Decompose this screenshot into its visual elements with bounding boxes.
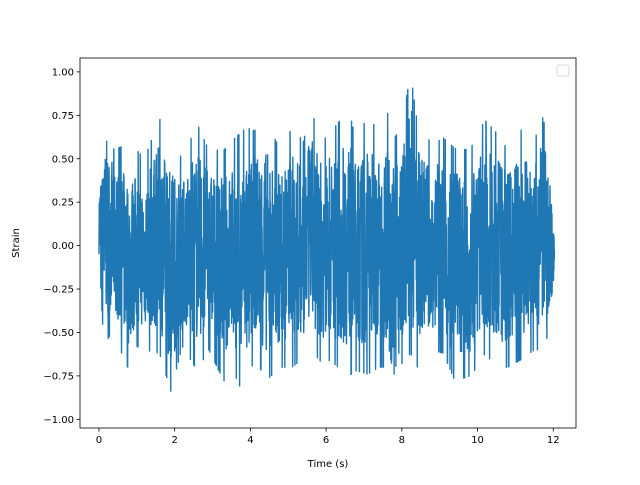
x-tick-label: 2 [171, 435, 177, 446]
x-axis: 0 2 4 6 8 10 12 [96, 428, 560, 446]
x-tick-label: 4 [247, 435, 253, 446]
x-tick-label: 10 [471, 435, 484, 446]
plot-layer [98, 87, 556, 392]
y-tick-label: 0.25 [52, 198, 74, 209]
legend-box [556, 64, 570, 77]
y-tick-label: 1.00 [52, 67, 74, 78]
x-tick-label: 12 [547, 435, 560, 446]
x-tick-label: 8 [399, 435, 405, 446]
y-axis: −1.00 −0.75 −0.50 −0.25 0.00 0.25 0.50 0.75 1.00 [43, 67, 80, 426]
strain-series-line [98, 87, 556, 392]
x-tick-label: 0 [96, 435, 102, 446]
y-tick-label: −1.00 [43, 415, 74, 426]
y-axis-label: Strain [11, 228, 22, 258]
y-tick-label: 0.50 [52, 154, 74, 165]
plot-frame [79, 57, 577, 429]
y-tick-label: −0.50 [43, 328, 74, 339]
y-tick-label: −0.75 [43, 371, 74, 382]
x-axis-label: Time (s) [307, 459, 349, 470]
x-tick-label: 6 [323, 435, 329, 446]
y-tick-label: 0.00 [52, 241, 74, 252]
y-tick-label: 0.75 [52, 111, 74, 122]
y-tick-label: −0.25 [43, 285, 74, 296]
